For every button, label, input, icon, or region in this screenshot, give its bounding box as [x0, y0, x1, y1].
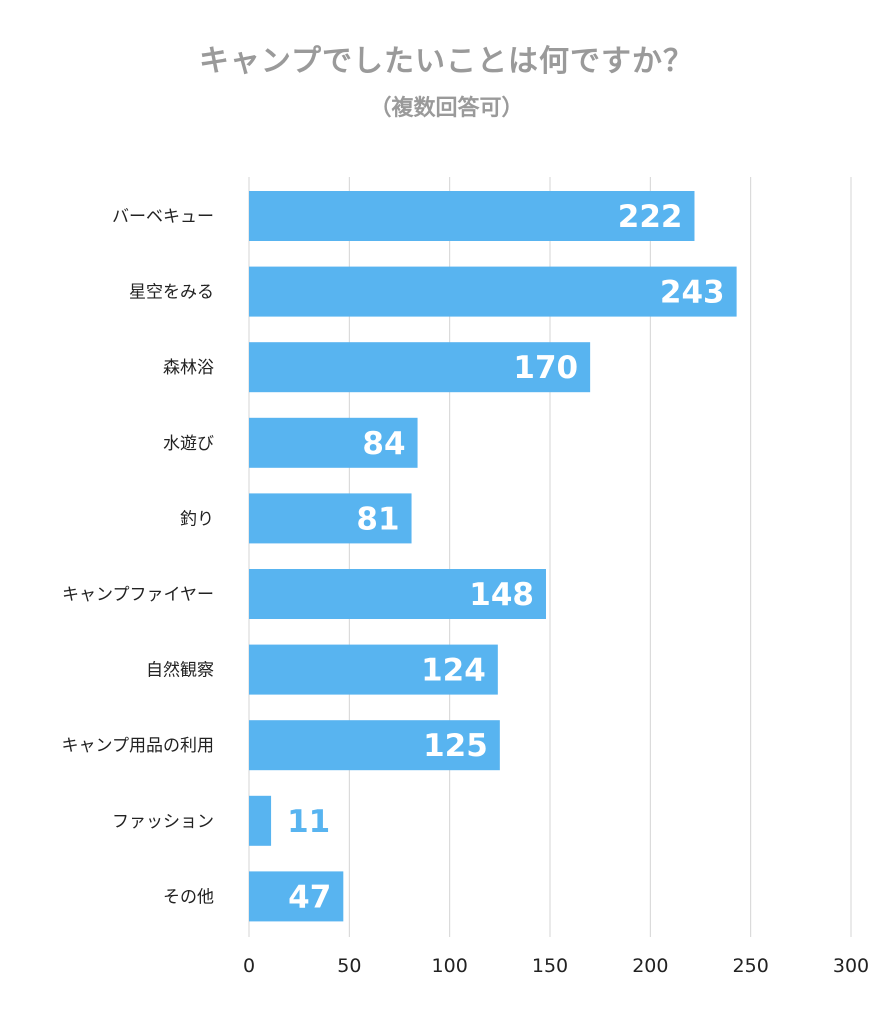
x-tick-label: 250	[733, 955, 769, 977]
bar	[249, 720, 500, 771]
category-label: ファッション	[112, 812, 214, 832]
category-axis: バーベキュー星空をみる森林浴水遊び釣りキャンプファイヤー自然観察キャンプ用品の利…	[62, 207, 215, 907]
data-label: 124	[421, 653, 486, 689]
bar	[249, 871, 344, 922]
category-label: キャンプファイヤー	[62, 585, 214, 605]
data-label: 84	[362, 426, 405, 462]
bar	[249, 644, 498, 695]
data-label: 11	[287, 804, 330, 840]
data-label: 243	[660, 275, 725, 311]
x-tick-label: 150	[532, 955, 568, 977]
bar	[249, 569, 546, 619]
bar	[249, 795, 272, 846]
category-label: 釣り	[180, 509, 214, 529]
category-label: 森林浴	[163, 358, 214, 378]
chart-subtitle: （複数回答可）	[369, 96, 524, 121]
category-label: キャンプ用品の利用	[62, 736, 215, 756]
x-tick-label: 50	[337, 955, 361, 977]
category-label: 自然観察	[146, 661, 214, 681]
bar	[249, 191, 695, 241]
chart-title: キャンプでしたいことは何ですか？	[198, 44, 695, 79]
x-tick-label: 200	[632, 955, 668, 977]
data-label: 81	[356, 501, 399, 537]
value-axis: 0 50 100 150 200 250 300	[243, 955, 869, 977]
data-label: 222	[618, 199, 683, 235]
category-label: バーベキュー	[112, 207, 214, 227]
category-label: 水遊び	[163, 434, 214, 454]
data-label: 47	[288, 879, 331, 915]
x-tick-label: 0	[243, 955, 255, 977]
bar	[249, 266, 737, 317]
x-tick-label: 100	[432, 955, 468, 977]
bar-layer: 222 243 170 84 81 148 124 125 11 47	[249, 191, 737, 922]
bar	[249, 417, 418, 468]
bar	[249, 493, 412, 544]
category-label: 星空をみる	[129, 283, 214, 303]
category-label: その他	[163, 887, 214, 907]
x-tick-label: 300	[833, 955, 869, 977]
bar	[249, 342, 591, 393]
data-label: 148	[469, 577, 534, 613]
data-label: 125	[423, 728, 488, 764]
data-label: 170	[513, 350, 578, 386]
